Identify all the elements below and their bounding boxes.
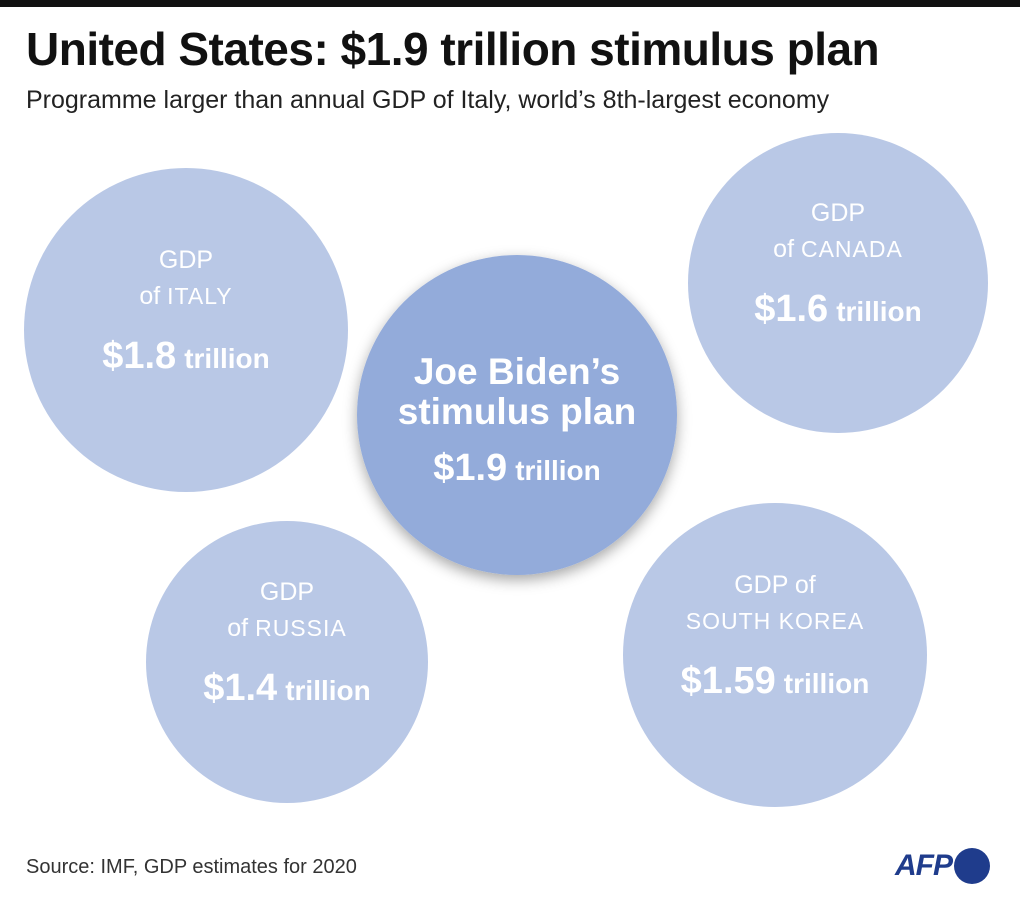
bubble-circle-biden xyxy=(357,255,677,575)
afp-logo: AFP xyxy=(895,848,990,884)
bubble-line2-prefix: of xyxy=(773,235,801,263)
bubble-line2-prefix: of xyxy=(227,614,255,642)
bubble-line1: GDP xyxy=(260,578,314,606)
bubble-value: $1.4 trillion xyxy=(203,667,371,709)
bubble-circle-canada xyxy=(688,133,988,433)
bubble-line2-name: ITALY xyxy=(167,283,233,309)
bubble-value: $1.59 trillion xyxy=(681,660,870,702)
logo-dot-icon xyxy=(954,848,990,884)
top-rule xyxy=(0,0,1020,7)
bubble-italy: GDP of ITALY $1.8 trillion xyxy=(24,168,348,492)
bubble-unit: trillion xyxy=(184,343,270,374)
bubble-amount: $1.59 xyxy=(681,660,776,702)
bubble-circle-italy xyxy=(24,168,348,492)
bubble-unit: trillion xyxy=(285,675,371,706)
bubble-line2: stimulus plan xyxy=(398,391,636,432)
bubble-unit: trillion xyxy=(784,668,870,699)
bubble-unit: trillion xyxy=(515,455,601,486)
bubble-line1: GDP xyxy=(159,246,213,274)
bubble-amount: $1.6 xyxy=(754,288,828,330)
bubble-line2: SOUTH KOREA xyxy=(686,608,864,634)
bubble-circle-korea xyxy=(623,503,927,807)
bubble-value: $1.9 trillion xyxy=(433,447,601,489)
bubble-line1: GDP xyxy=(811,199,865,227)
bubble-line2: of ITALY xyxy=(139,282,232,310)
bubble-circle-russia xyxy=(146,521,428,803)
bubble-line2-name: CANADA xyxy=(801,236,903,262)
logo-text: AFP xyxy=(895,849,953,882)
bubble-line1: GDP of xyxy=(734,571,816,599)
bubble-amount: $1.4 xyxy=(203,667,277,709)
bubble-line2-name: RUSSIA xyxy=(255,615,347,641)
bubble-line1: Joe Biden’s xyxy=(414,351,620,392)
page-title: United States: $1.9 trillion stimulus pl… xyxy=(26,23,880,75)
bubble-unit: trillion xyxy=(836,296,922,327)
bubble-value: $1.6 trillion xyxy=(754,288,922,330)
bubble-amount: $1.8 xyxy=(102,335,176,377)
bubble-line2: of RUSSIA xyxy=(227,614,346,642)
bubble-line2: of CANADA xyxy=(773,235,903,263)
page-subtitle: Programme larger than annual GDP of Ital… xyxy=(26,86,830,114)
bubble-line2-prefix: of xyxy=(139,282,167,310)
bubble-value: $1.8 trillion xyxy=(102,335,270,377)
source-note: Source: IMF, GDP estimates for 2020 xyxy=(26,856,357,878)
bubble-korea: GDP of SOUTH KOREA $1.59 trillion xyxy=(623,503,927,807)
bubble-line2-name: SOUTH KOREA xyxy=(686,608,864,634)
bubble-amount: $1.9 xyxy=(433,447,507,489)
bubble-canada: GDP of CANADA $1.6 trillion xyxy=(688,133,988,433)
